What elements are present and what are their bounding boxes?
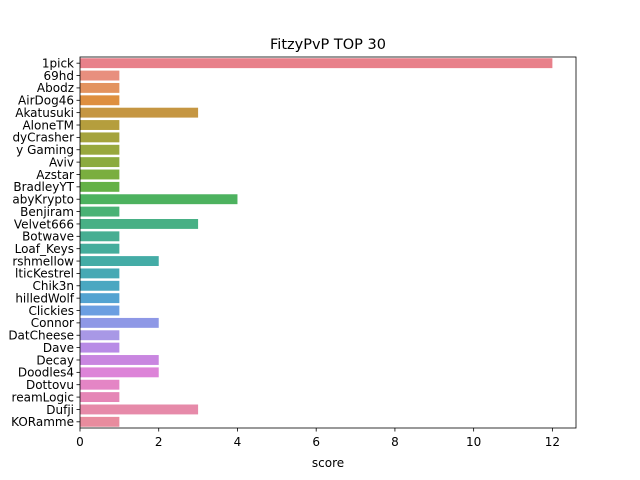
x-tick-label-2: 4 [234, 435, 242, 449]
y-tick-label-6: dyCrasher [12, 131, 74, 145]
bar-20 [80, 305, 120, 316]
y-tick-label-26: Dottovu [26, 378, 74, 392]
x-tick-label-6: 12 [545, 435, 560, 449]
bar-27 [80, 392, 120, 403]
y-tick-label-14: Botwave [22, 230, 74, 244]
bar-5 [80, 120, 120, 130]
y-tick-label-1: 69hd [44, 69, 75, 83]
bar-11 [80, 194, 238, 205]
x-axis-label: score [312, 456, 344, 470]
y-tick-label-21: Connor [31, 316, 74, 330]
bar-0 [80, 58, 553, 69]
x-tick-label-5: 10 [466, 435, 481, 449]
y-tick-label-9: Azstar [36, 168, 74, 182]
bar-6 [80, 132, 120, 143]
x-tick-label-4: 8 [391, 435, 399, 449]
y-tick-label-22: DatCheese [8, 329, 74, 343]
y-tick-label-10: BradleyYT [13, 180, 74, 194]
bar-4 [80, 107, 199, 118]
y-tick-label-7: y Gaming [16, 143, 74, 157]
x-tick-label-3: 6 [312, 435, 320, 449]
y-tick-label-25: Doodles4 [18, 366, 74, 380]
bar-18 [80, 280, 120, 291]
y-tick-label-17: lticKestrel [15, 267, 74, 281]
y-tick-label-13: Velvet666 [14, 217, 74, 231]
y-tick-label-5: AloneTM [22, 118, 74, 132]
bar-9 [80, 169, 120, 180]
bar-29 [80, 416, 120, 427]
bar-26 [80, 379, 120, 390]
bar-28 [80, 404, 199, 415]
bar-1 [80, 70, 120, 81]
bar-16 [80, 256, 159, 266]
y-tick-label-18: Chik3n [32, 279, 74, 293]
bars-group [80, 58, 553, 427]
y-tick-label-4: Akatusuki [15, 106, 74, 120]
y-tick-label-3: AirDog46 [18, 94, 74, 108]
y-tick-label-19: hilledWolf [15, 291, 74, 305]
y-tick-label-15: Loaf_Keys [15, 242, 74, 256]
bar-17 [80, 268, 120, 279]
y-tick-label-20: Clickies [28, 304, 74, 318]
bar-10 [80, 181, 120, 192]
y-tick-label-11: abyKrypto [12, 193, 74, 207]
bar-7 [80, 144, 120, 155]
bar-21 [80, 317, 159, 328]
bar-25 [80, 367, 159, 378]
plot-border [79, 56, 577, 429]
x-tick-label-1: 2 [155, 435, 163, 449]
bar-15 [80, 243, 120, 254]
y-tick-label-16: rshmellow [12, 254, 74, 268]
bar-24 [80, 355, 159, 365]
y-tick-label-27: reamLogic [12, 390, 74, 404]
y-tick-label-2: Abodz [37, 81, 74, 95]
bar-13 [80, 219, 199, 229]
x-tick-label-0: 0 [76, 435, 84, 449]
x-axis-ticks: 0 2 4 6 8 10 12 [76, 428, 560, 449]
bar-2 [80, 82, 120, 93]
y-tick-label-29: KORamme [11, 415, 74, 429]
bar-12 [80, 206, 120, 217]
bar-3 [80, 95, 120, 106]
axes-frame [79, 56, 577, 429]
y-tick-label-28: Dufji [46, 403, 74, 417]
bar-23 [80, 342, 120, 353]
y-tick-label-8: Aviv [49, 155, 74, 169]
bar-19 [80, 293, 120, 304]
chart-title: FitzyPvP TOP 30 [270, 37, 386, 53]
bar-8 [80, 157, 120, 168]
y-tick-label-23: Dave [43, 341, 74, 355]
y-tick-labels: 1pick69hdAbodzAirDog46AkatusukiAloneTMdy… [8, 56, 80, 429]
y-tick-label-12: Benjiram [20, 205, 74, 219]
bar-22 [80, 330, 120, 341]
y-tick-label-0: 1pick [42, 56, 74, 70]
bar-14 [80, 231, 120, 242]
y-tick-label-24: Decay [36, 353, 74, 367]
